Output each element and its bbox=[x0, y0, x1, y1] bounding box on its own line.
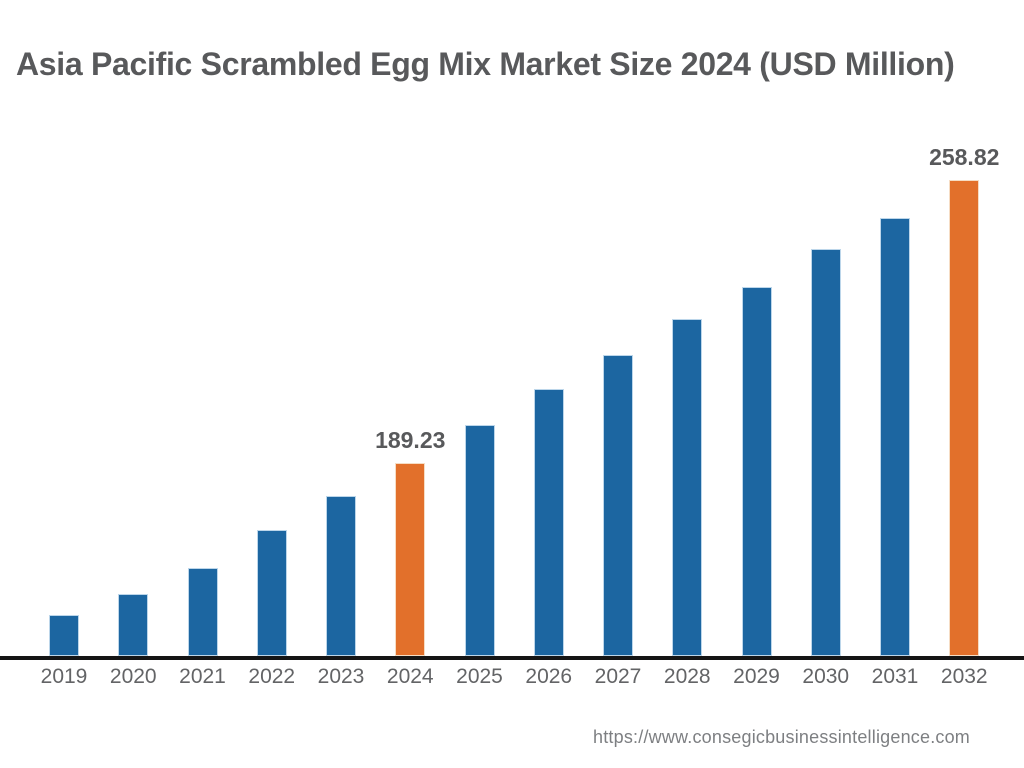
bar-2027 bbox=[603, 355, 633, 656]
bar-2023 bbox=[326, 496, 356, 656]
x-tick-label-2032: 2032 bbox=[940, 665, 988, 688]
bar-2022 bbox=[256, 530, 287, 656]
x-tick-label-2019: 2019 bbox=[40, 665, 88, 688]
bar-2024 bbox=[395, 463, 426, 656]
x-tick-label-2022: 2022 bbox=[248, 665, 296, 688]
x-tick-label-2021: 2021 bbox=[179, 665, 226, 688]
bar-2019 bbox=[49, 615, 79, 656]
bar-value-label-2024: 189.23 bbox=[375, 427, 446, 453]
x-tick-label-2027: 2027 bbox=[594, 665, 642, 688]
bar-value-label-2032: 258.82 bbox=[929, 144, 1000, 170]
x-tick-label-2024: 2024 bbox=[386, 665, 434, 688]
bar-2020 bbox=[118, 594, 149, 656]
x-tick-label-2020: 2020 bbox=[109, 665, 157, 688]
bar-2029 bbox=[741, 287, 772, 656]
x-tick-label-2026: 2026 bbox=[525, 665, 573, 688]
chart-title: Asia Pacific Scrambled Egg Mix Market Si… bbox=[16, 46, 955, 82]
x-axis-line bbox=[0, 656, 1024, 660]
x-tick-label-2029: 2029 bbox=[733, 665, 780, 688]
x-tick-label-2028: 2028 bbox=[663, 665, 711, 688]
bar-2021 bbox=[187, 568, 218, 656]
x-tick-label-2025: 2025 bbox=[456, 665, 503, 688]
x-tick-label-2031: 2031 bbox=[871, 665, 919, 688]
bar-2026 bbox=[533, 389, 564, 656]
bar-2025 bbox=[464, 425, 495, 656]
x-tick-label-2023: 2023 bbox=[317, 665, 365, 688]
bar-2028 bbox=[672, 319, 703, 656]
footer-url: https://www.consegicbusinessintelligence… bbox=[593, 727, 970, 747]
bar-2031 bbox=[880, 218, 910, 656]
bar-2030 bbox=[810, 249, 841, 656]
x-tick-label-2030: 2030 bbox=[802, 665, 850, 688]
bar-2032 bbox=[949, 180, 980, 656]
